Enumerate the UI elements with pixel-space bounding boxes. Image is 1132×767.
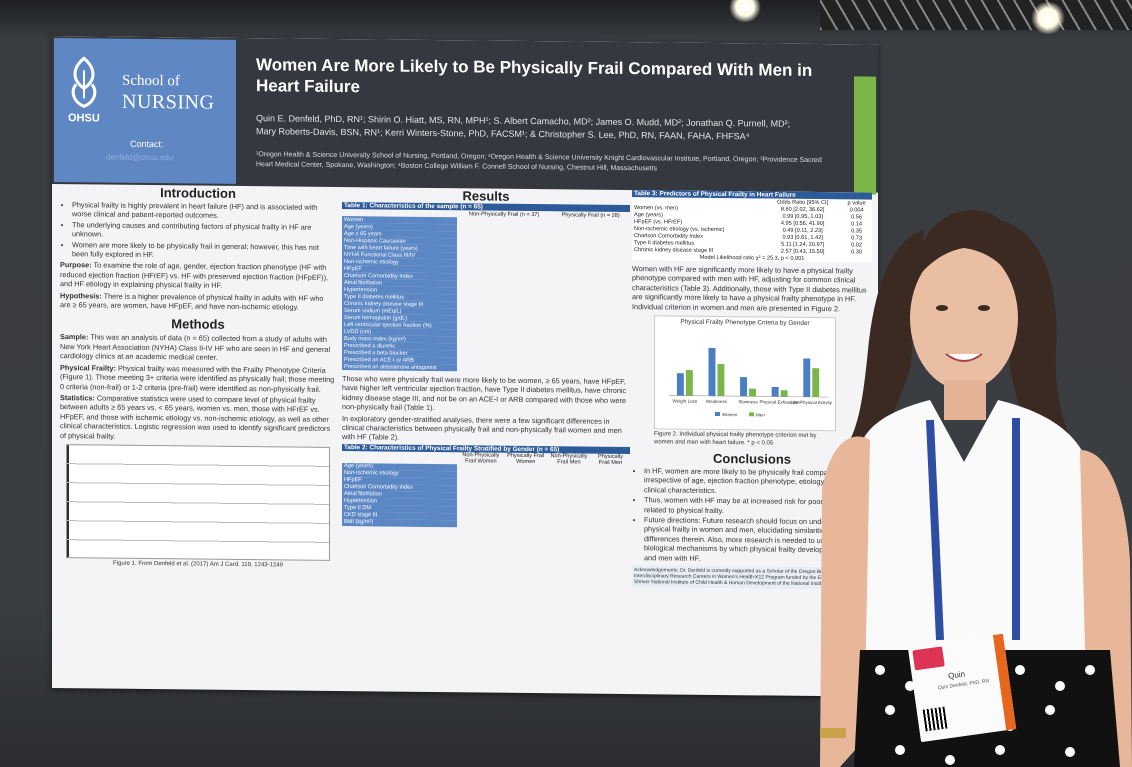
results-paragraph-2: In exploratory gender-stratified analyse… (342, 413, 622, 443)
bar (676, 373, 684, 396)
table-cell (547, 521, 591, 528)
poster-affiliations: ¹Oregon Health & Science University Scho… (256, 151, 822, 173)
figure2-caption: Figure 2. Individual physical frailty ph… (654, 431, 817, 447)
legend-swatch (749, 412, 754, 417)
table-cell (457, 520, 504, 527)
bar (771, 386, 779, 397)
category-label: Weakness (706, 399, 728, 404)
purpose-paragraph: Purpose: To examine the role of age, gen… (60, 261, 336, 292)
figure2-chart: Physical Frailty Phenotype Criteria by G… (654, 315, 836, 432)
category-label: Slowness (738, 399, 758, 404)
statistics-paragraph: Statistics: Comparative statistics were … (60, 393, 336, 443)
poster-header: OHSU School of NURSING Contact: denfeld@… (52, 36, 878, 195)
accent-bar (854, 76, 876, 195)
category-label: Low Physical Activity (790, 400, 832, 405)
list-item: The underlying causes and contributing f… (72, 220, 336, 242)
statistics-label: Statistics: (60, 392, 95, 403)
ceiling-light (728, 0, 762, 22)
table2-row-label: BMI (kg/m²) (342, 518, 458, 528)
bar (685, 370, 693, 396)
introduction-heading: Introduction (160, 185, 236, 201)
table-cell (591, 521, 630, 528)
badge-subtitle: Quin Denfeld, PhD, RN (937, 678, 990, 692)
research-poster: OHSU School of NURSING Contact: denfeld@… (52, 36, 878, 697)
logo-ohsu-text: OHSU (68, 112, 100, 125)
sample-label: Sample: (60, 332, 89, 342)
intro-bullets: Physical frailty is highly prevalent in … (60, 200, 336, 261)
bar (780, 390, 788, 397)
figure1-caption: Figure 1. From Denfeld et al. (2017) Am … (113, 560, 283, 569)
ceiling-truss (820, 0, 1132, 30)
purpose-text: To examine the role of age, gender, ejec… (60, 260, 329, 291)
methods-heading: Methods (171, 316, 225, 333)
purpose-label: Purpose: (60, 260, 92, 270)
column-predictors: Table 3: Predictors of Physical Frailty … (632, 190, 872, 590)
list-item: Women are more likely to be physically f… (72, 240, 336, 262)
legend-label: Men (756, 412, 765, 417)
table-cell (551, 365, 630, 373)
figure2-svg: Weight Loss Weakness Slowness Physical Exha… (669, 347, 833, 418)
hypothesis-label: Hypothesis: (60, 290, 102, 301)
hypothesis-paragraph: Hypothesis: There is a higher prevalence… (60, 291, 336, 313)
table2-col: Physically Frail Men (598, 453, 623, 466)
list-item: Physical frailty is highly prevalent in … (72, 200, 336, 222)
statistics-text: Comparative statistics were used to comp… (60, 393, 331, 441)
table2-col: Physically Frail Women (507, 452, 545, 465)
badge-name: Quin (947, 669, 966, 681)
bar (740, 377, 748, 397)
bar (717, 364, 725, 397)
table1-row-label: Prescribed an aldosterone antagonist (342, 363, 458, 372)
legend-label: Women (722, 412, 738, 417)
sample-paragraph: Sample: This was an analysis of data (n … (60, 333, 336, 364)
name-badge: Quin Quin Denfeld, PhD, RN (907, 633, 1017, 743)
logo-nursing-text: NURSING (122, 90, 215, 114)
badge-logo-icon (912, 646, 945, 671)
bar (749, 388, 757, 397)
frailty-label: Physical Frailty: (60, 362, 116, 373)
frailty-paragraph: Physical Frailty: Physical frailty was m… (60, 363, 336, 394)
table2-col: Non-Physically Frail Men (550, 453, 588, 466)
bar (812, 368, 820, 398)
ceiling-light (1030, 2, 1066, 34)
sample-text: This was an analysis of data (n = 65) co… (60, 332, 331, 363)
results-paragraph-1: Those who were physically frail were mor… (342, 374, 627, 413)
table1: Table 1: Characteristics of the sample (… (342, 202, 630, 373)
ohsu-flame-icon (71, 56, 97, 108)
column-intro-methods: Introduction Physical frailty is highly … (60, 184, 336, 570)
figure1-table (66, 444, 330, 561)
x-axis (669, 395, 829, 398)
bar (803, 358, 811, 397)
logo-school-text: School of (122, 72, 180, 90)
table2: Table 2: Characteristics of Physical Fra… (342, 443, 630, 529)
school-logo: OHSU School of NURSING Contact: denfeld@… (54, 38, 236, 184)
table-cell (505, 521, 547, 528)
legend-swatch (715, 411, 720, 417)
table2-col: Non-Physically Frail Women (462, 452, 500, 465)
category-label: Weight Loss (672, 399, 697, 404)
qr-code-icon (922, 706, 948, 732)
table-cell (457, 364, 551, 372)
contact-label: Contact: (130, 138, 164, 150)
poster-authors: Quin E. Denfeld, PhD, RN¹; Shirin O. Hia… (256, 113, 791, 142)
poster-title: Women Are More Likely to Be Physically F… (256, 55, 813, 97)
bar (708, 347, 716, 396)
column-results: Results Table 1: Characteristics of the … (342, 187, 630, 529)
presenter-person (820, 210, 1132, 767)
category-label: Physical Exhaustion (759, 399, 800, 404)
contact-email: denfeld@ohsu.edu (106, 152, 174, 163)
